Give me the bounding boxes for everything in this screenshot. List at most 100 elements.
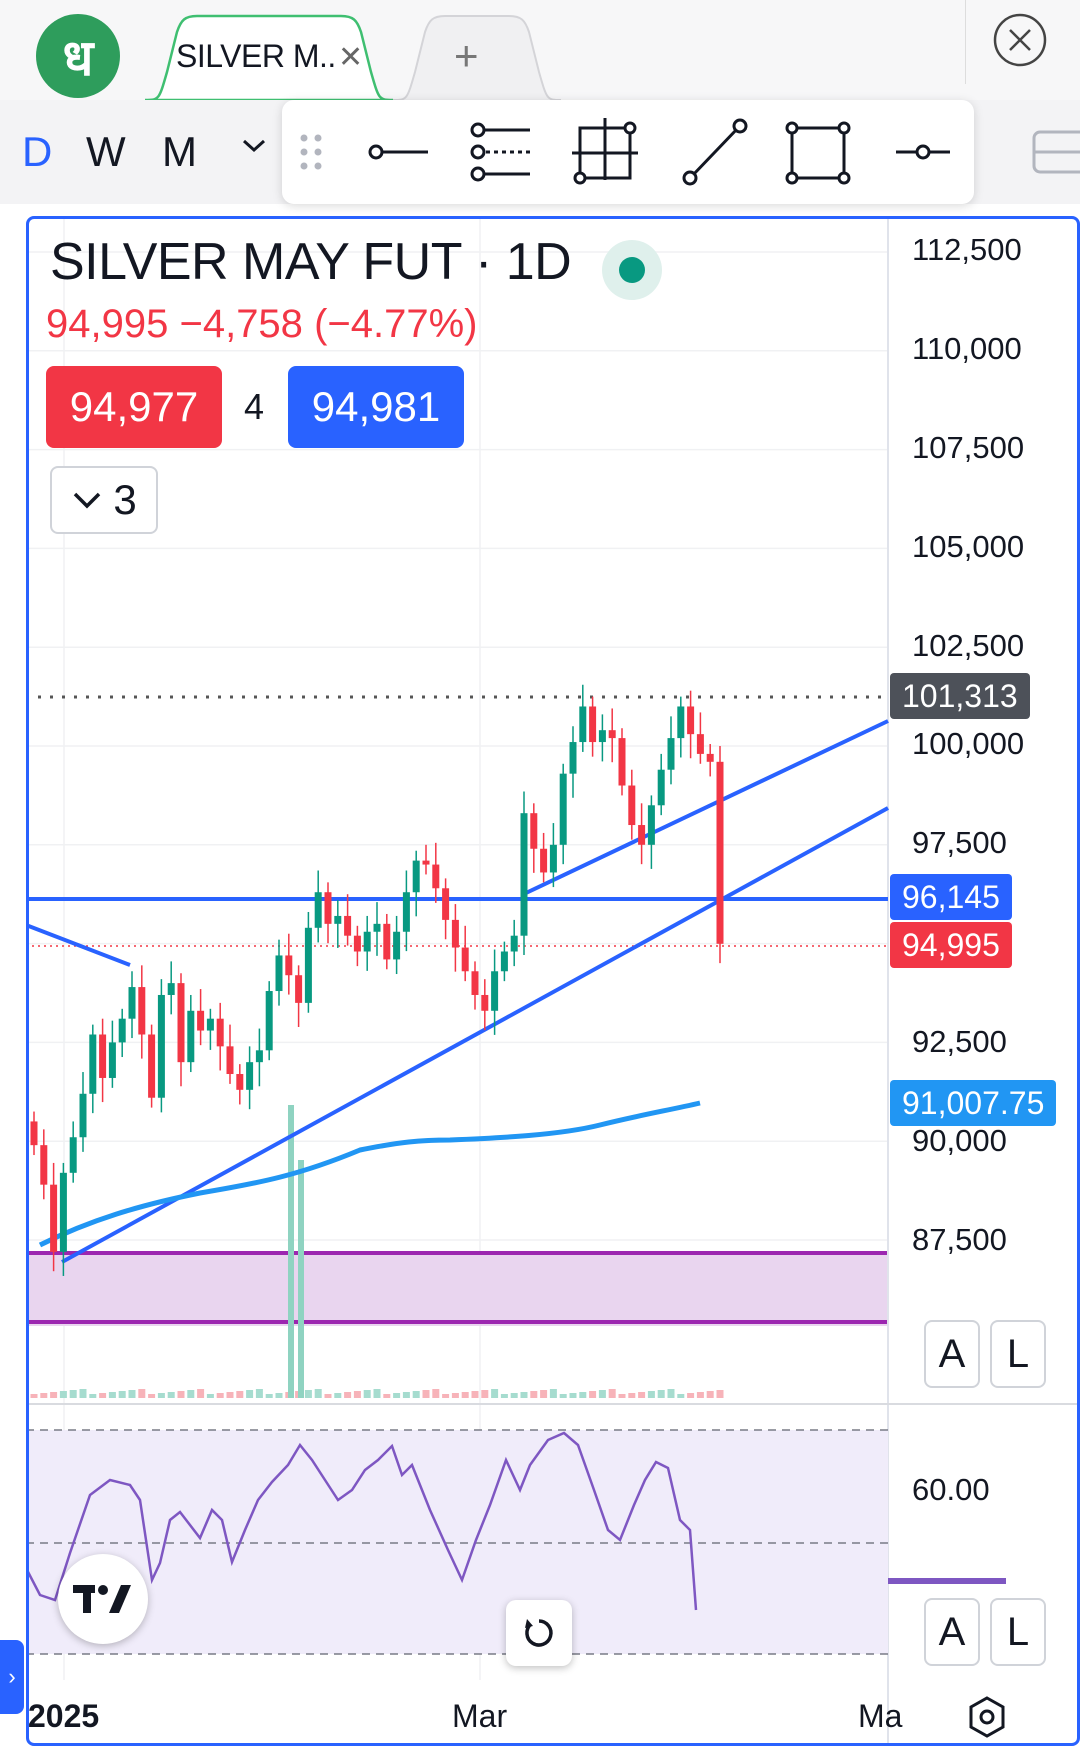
moving-average-tag[interactable]: 91,007.75 [890,1080,1057,1126]
candle-body [481,994,489,1011]
volume-bar [324,1394,332,1398]
horizontal-line-icon[interactable] [896,144,950,160]
candle-body [628,785,636,826]
high-price-tag[interactable]: 101,313 [890,673,1030,719]
volume-bar [559,1394,567,1398]
volume-bar [647,1391,655,1398]
candle-body [206,1018,214,1031]
volume-bar [677,1394,685,1398]
settings-icon[interactable] [964,1694,1010,1740]
time-axis-label: Ma [858,1698,903,1734]
horizontal-ray-icon[interactable] [368,144,428,160]
candle-body [432,864,440,889]
volume-bar [334,1393,342,1398]
price-chart[interactable] [26,216,1080,1746]
candle-body [216,1018,224,1047]
candle-body [40,1145,48,1185]
log-scale-button[interactable]: L [990,1320,1046,1388]
rotate-icon [525,1619,553,1647]
expand-panel-handle[interactable]: › [0,1640,24,1714]
buy-button[interactable]: 94,981 [288,366,464,448]
volume-bar [363,1390,371,1398]
candle-body [167,983,175,995]
volume-bar [461,1392,469,1398]
tab-silver[interactable] [145,14,393,100]
parallel-channel-icon[interactable] [470,122,530,182]
ascending-trend-line[interactable] [61,806,889,1264]
candle-body [30,1121,38,1146]
support-zone[interactable] [26,1253,888,1326]
candle-body [138,987,146,1035]
reset-chart-button[interactable] [506,1600,572,1666]
price-axis-label: 110,000 [912,331,1022,366]
auto-scale-button[interactable]: A [924,1320,980,1388]
candle-body [304,927,312,1003]
candle-body [187,1010,195,1063]
indicators-toggle-button[interactable]: 3 [50,466,158,534]
volume-bar [618,1394,626,1398]
chevron-down-icon[interactable] [240,136,268,156]
timeframe-week-button[interactable]: W [86,128,126,175]
level-price-tag[interactable]: 96,145 [890,874,1012,920]
last-price-tag[interactable]: 94,995 [890,922,1012,968]
volume-bar [99,1393,107,1398]
candle-body [579,706,587,743]
rsi-auto-scale-button[interactable]: A [924,1598,980,1666]
channel-upper-line[interactable] [525,719,889,895]
crosshair-box-icon[interactable] [572,118,638,185]
candle-body [520,813,528,936]
volume-bar [638,1392,646,1398]
app-logo[interactable]: ध [36,14,120,98]
candle-body [598,730,606,743]
price-axis-label: 105,000 [912,529,1025,564]
drag-handle-icon[interactable] [300,134,322,170]
volume-bar [108,1392,116,1398]
volume-spike-bar [288,1105,294,1398]
candle-body [197,1010,205,1031]
volume-bar [520,1392,528,1398]
volume-bar [491,1389,499,1398]
change-percent-value: (−4.77%) [314,302,478,346]
symbol-title[interactable]: SILVER MAY FUT · 1D [50,233,572,291]
candle-body [295,975,303,1003]
candle-body [177,983,185,1063]
indicators-count: 3 [113,476,137,523]
candle-body [373,923,381,932]
price-axis-label: 90,000 [912,1123,1007,1158]
timeframe-day-button[interactable]: D [22,128,53,175]
trend-line-icon[interactable] [682,118,748,186]
volume-bar [236,1391,244,1398]
sell-button[interactable]: 94,977 [46,366,222,448]
layout-icon[interactable] [1030,128,1080,176]
volume-bar [167,1392,175,1398]
timeframe-month-button[interactable]: M [162,128,197,175]
rsi-log-scale-button[interactable]: L [990,1598,1046,1666]
volume-bar [69,1390,77,1398]
candle-body [471,971,479,995]
volume-bar [255,1389,263,1398]
close-circle-icon[interactable] [992,12,1048,68]
volume-bar [40,1393,48,1398]
rsi-line[interactable] [26,1431,698,1611]
candle-body [236,1074,244,1090]
plus-icon: + [454,32,479,79]
new-tab-button[interactable] [393,14,561,100]
volume-bar [226,1392,234,1398]
market-status-indicator[interactable] [602,240,662,300]
moving-average-line[interactable] [38,1100,701,1248]
change-value: −4,758 [179,302,303,346]
rectangle-icon[interactable] [785,121,851,185]
rsi-axis-label: 60.00 [912,1472,990,1507]
tab-close-icon[interactable]: ✕ [338,41,364,74]
volume-bar [412,1391,420,1398]
tradingview-logo[interactable] [58,1554,148,1644]
candle-body [500,951,508,972]
volume-bar [275,1393,283,1398]
volume-bar [569,1393,577,1398]
descending-trend-line[interactable] [26,923,131,967]
candle-body [50,1184,58,1252]
candle-body [647,805,655,845]
candle-body [510,935,518,952]
chevron-down-icon [74,492,101,509]
candle-body [687,706,695,735]
